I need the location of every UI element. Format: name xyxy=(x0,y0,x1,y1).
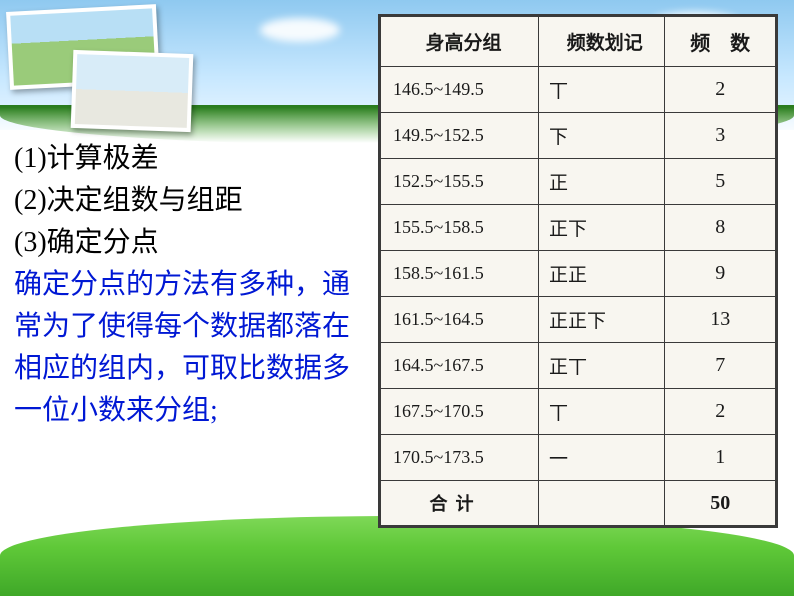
cell-freq: 2 xyxy=(665,389,776,435)
cell-range: 149.5~152.5 xyxy=(381,113,539,159)
cell-range: 161.5~164.5 xyxy=(381,297,539,343)
table-row: 146.5~149.5丅2 xyxy=(381,67,776,113)
frequency-table: 身高分组 频数划记 频 数 146.5~149.5丅2149.5~152.5下3… xyxy=(378,14,778,528)
cell-range: 164.5~167.5 xyxy=(381,343,539,389)
cell-tally: 下 xyxy=(539,113,665,159)
cell-range: 167.5~170.5 xyxy=(381,389,539,435)
table-row: 149.5~152.5下3 xyxy=(381,113,776,159)
cell-range: 152.5~155.5 xyxy=(381,159,539,205)
cell-tally: 一 xyxy=(539,435,665,481)
cell-tally: 丅 xyxy=(539,67,665,113)
text-column: (1)计算极差 (2)决定组数与组距 (3)确定分点 确定分点的方法有多种，通常… xyxy=(14,138,374,432)
total-tally xyxy=(539,481,665,526)
header-range: 身高分组 xyxy=(381,17,539,67)
cell-freq: 13 xyxy=(665,297,776,343)
table-row: 170.5~173.5一1 xyxy=(381,435,776,481)
cell-range: 155.5~158.5 xyxy=(381,205,539,251)
decorative-photo-2 xyxy=(71,50,194,132)
cell-range: 170.5~173.5 xyxy=(381,435,539,481)
table-total-row: 合计 50 xyxy=(381,481,776,526)
cell-tally: 正正下 xyxy=(539,297,665,343)
cell-range: 158.5~161.5 xyxy=(381,251,539,297)
cell-freq: 8 xyxy=(665,205,776,251)
total-label: 合计 xyxy=(381,481,539,526)
cell-tally: 正 xyxy=(539,159,665,205)
cell-tally: 正正 xyxy=(539,251,665,297)
table-row: 167.5~170.5丅2 xyxy=(381,389,776,435)
explanation-text: 确定分点的方法有多种，通常为了使得每个数据都落在相应的组内，可取比数据多一位小数… xyxy=(14,264,374,432)
table-row: 158.5~161.5正正9 xyxy=(381,251,776,297)
table-row: 152.5~155.5正5 xyxy=(381,159,776,205)
step-3: (3)确定分点 xyxy=(14,222,374,264)
table-row: 164.5~167.5正丅7 xyxy=(381,343,776,389)
grass-front xyxy=(0,516,794,596)
cell-tally: 正下 xyxy=(539,205,665,251)
cell-freq: 9 xyxy=(665,251,776,297)
table-header-row: 身高分组 频数划记 频 数 xyxy=(381,17,776,67)
total-freq: 50 xyxy=(665,481,776,526)
cell-freq: 5 xyxy=(665,159,776,205)
table-row: 161.5~164.5正正下13 xyxy=(381,297,776,343)
cell-freq: 3 xyxy=(665,113,776,159)
cell-freq: 2 xyxy=(665,67,776,113)
cell-freq: 1 xyxy=(665,435,776,481)
header-freq: 频 数 xyxy=(665,17,776,67)
header-tally: 频数划记 xyxy=(539,17,665,67)
table-row: 155.5~158.5正下8 xyxy=(381,205,776,251)
cell-tally: 正丅 xyxy=(539,343,665,389)
cell-tally: 丅 xyxy=(539,389,665,435)
cell-range: 146.5~149.5 xyxy=(381,67,539,113)
cell-freq: 7 xyxy=(665,343,776,389)
step-1: (1)计算极差 xyxy=(14,138,374,180)
step-2: (2)决定组数与组距 xyxy=(14,180,374,222)
